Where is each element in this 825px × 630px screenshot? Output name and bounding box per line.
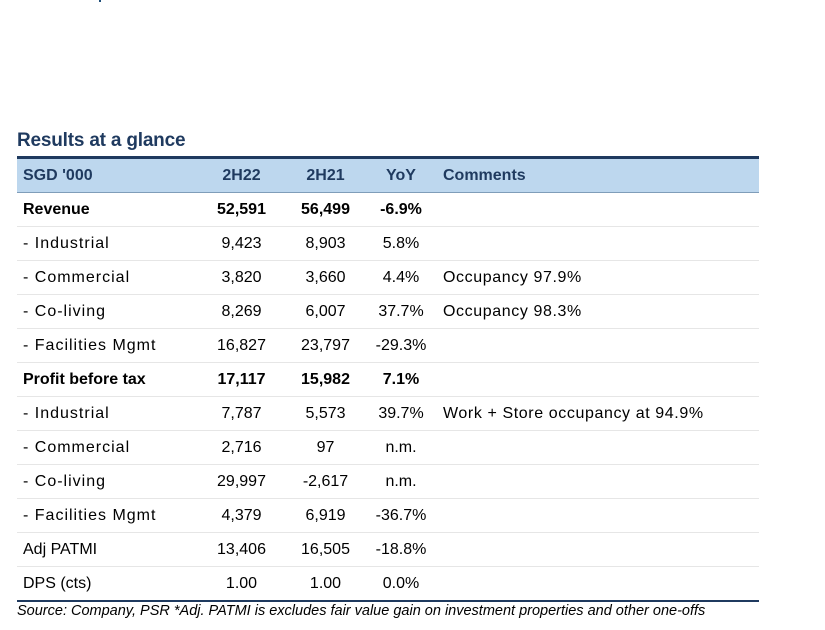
row-2h22: 1.00: [197, 566, 286, 602]
row-yoy: -36.7%: [365, 498, 437, 533]
row-yoy: -6.9%: [365, 192, 437, 227]
row-2h21: 5,573: [286, 396, 365, 431]
row-yoy: -18.8%: [365, 532, 437, 567]
header-yoy: YoY: [365, 156, 437, 193]
header-comments: Comments: [437, 156, 759, 193]
row-label: - Co-living: [17, 464, 197, 499]
row-comment: Occupancy 97.9%: [437, 260, 759, 295]
row-label: - Industrial: [17, 226, 197, 261]
row-comment: Occupancy 98.3%: [437, 294, 759, 329]
row-label: - Facilities Mgmt: [17, 328, 197, 363]
row-2h21: 6,919: [286, 498, 365, 533]
results-table-container: SGD '000 2H22 2H21 YoY Comments Revenue …: [17, 156, 759, 602]
row-yoy: 37.7%: [365, 294, 437, 329]
table-row: Adj PATMI 13,406 16,505 -18.8%: [17, 532, 759, 567]
row-2h21: 15,982: [286, 362, 365, 397]
row-label: - Facilities Mgmt: [17, 498, 197, 533]
table-row: - Industrial 9,423 8,903 5.8%: [17, 226, 759, 261]
row-comment: [437, 226, 759, 261]
row-label: - Commercial: [17, 260, 197, 295]
row-yoy: 7.1%: [365, 362, 437, 397]
results-table: SGD '000 2H22 2H21 YoY Comments Revenue …: [17, 156, 759, 602]
stray-dot: [99, 0, 101, 2]
row-2h22: 29,997: [197, 464, 286, 499]
row-comment: [437, 566, 759, 602]
row-yoy: n.m.: [365, 464, 437, 499]
row-comment: [437, 498, 759, 533]
table-row: - Industrial 7,787 5,573 39.7% Work + St…: [17, 396, 759, 431]
row-2h22: 9,423: [197, 226, 286, 261]
row-2h22: 3,820: [197, 260, 286, 295]
row-yoy: 4.4%: [365, 260, 437, 295]
row-yoy: 5.8%: [365, 226, 437, 261]
row-2h21: 56,499: [286, 192, 365, 227]
row-2h22: 2,716: [197, 430, 286, 465]
header-row: SGD '000 2H22 2H21 YoY Comments: [17, 156, 759, 193]
table-header: SGD '000 2H22 2H21 YoY Comments: [17, 156, 759, 193]
row-comment: [437, 532, 759, 567]
table-row: - Commercial 3,820 3,660 4.4% Occupancy …: [17, 260, 759, 295]
row-2h22: 7,787: [197, 396, 286, 431]
row-label: - Industrial: [17, 396, 197, 431]
table-row: - Facilities Mgmt 4,379 6,919 -36.7%: [17, 498, 759, 533]
row-2h21: 1.00: [286, 566, 365, 602]
row-2h22: 17,117: [197, 362, 286, 397]
table-row: Revenue 52,591 56,499 -6.9%: [17, 192, 759, 227]
table-row: Profit before tax 17,117 15,982 7.1%: [17, 362, 759, 397]
row-comment: [437, 362, 759, 397]
row-label: Profit before tax: [17, 362, 197, 397]
row-2h22: 4,379: [197, 498, 286, 533]
header-2h22: 2H22: [197, 156, 286, 193]
table-row: DPS (cts) 1.00 1.00 0.0%: [17, 566, 759, 602]
row-2h21: 16,505: [286, 532, 365, 567]
row-comment: [437, 430, 759, 465]
row-label: - Co-living: [17, 294, 197, 329]
row-2h21: 6,007: [286, 294, 365, 329]
header-2h21: 2H21: [286, 156, 365, 193]
row-comment: [437, 192, 759, 227]
row-label: - Commercial: [17, 430, 197, 465]
row-2h22: 8,269: [197, 294, 286, 329]
row-comment: [437, 328, 759, 363]
row-2h21: 23,797: [286, 328, 365, 363]
row-2h22: 52,591: [197, 192, 286, 227]
table-row: - Facilities Mgmt 16,827 23,797 -29.3%: [17, 328, 759, 363]
table-title: Results at a glance: [17, 130, 186, 151]
row-yoy: 0.0%: [365, 566, 437, 602]
row-2h21: 97: [286, 430, 365, 465]
source-footnote: Source: Company, PSR *Adj. PATMI is excl…: [17, 603, 706, 619]
row-label: Adj PATMI: [17, 532, 197, 567]
table-body: Revenue 52,591 56,499 -6.9% - Industrial…: [17, 192, 759, 602]
row-2h21: 8,903: [286, 226, 365, 261]
table-row: - Co-living 8,269 6,007 37.7% Occupancy …: [17, 294, 759, 329]
header-label: SGD '000: [17, 156, 197, 193]
row-label: DPS (cts): [17, 566, 197, 602]
row-comment: Work + Store occupancy at 94.9%: [437, 396, 759, 431]
row-comment: [437, 464, 759, 499]
row-2h22: 16,827: [197, 328, 286, 363]
row-yoy: -29.3%: [365, 328, 437, 363]
row-label: Revenue: [17, 192, 197, 227]
table-row: - Co-living 29,997 -2,617 n.m.: [17, 464, 759, 499]
row-2h21: -2,617: [286, 464, 365, 499]
row-yoy: 39.7%: [365, 396, 437, 431]
table-row: - Commercial 2,716 97 n.m.: [17, 430, 759, 465]
row-yoy: n.m.: [365, 430, 437, 465]
row-2h21: 3,660: [286, 260, 365, 295]
row-2h22: 13,406: [197, 532, 286, 567]
